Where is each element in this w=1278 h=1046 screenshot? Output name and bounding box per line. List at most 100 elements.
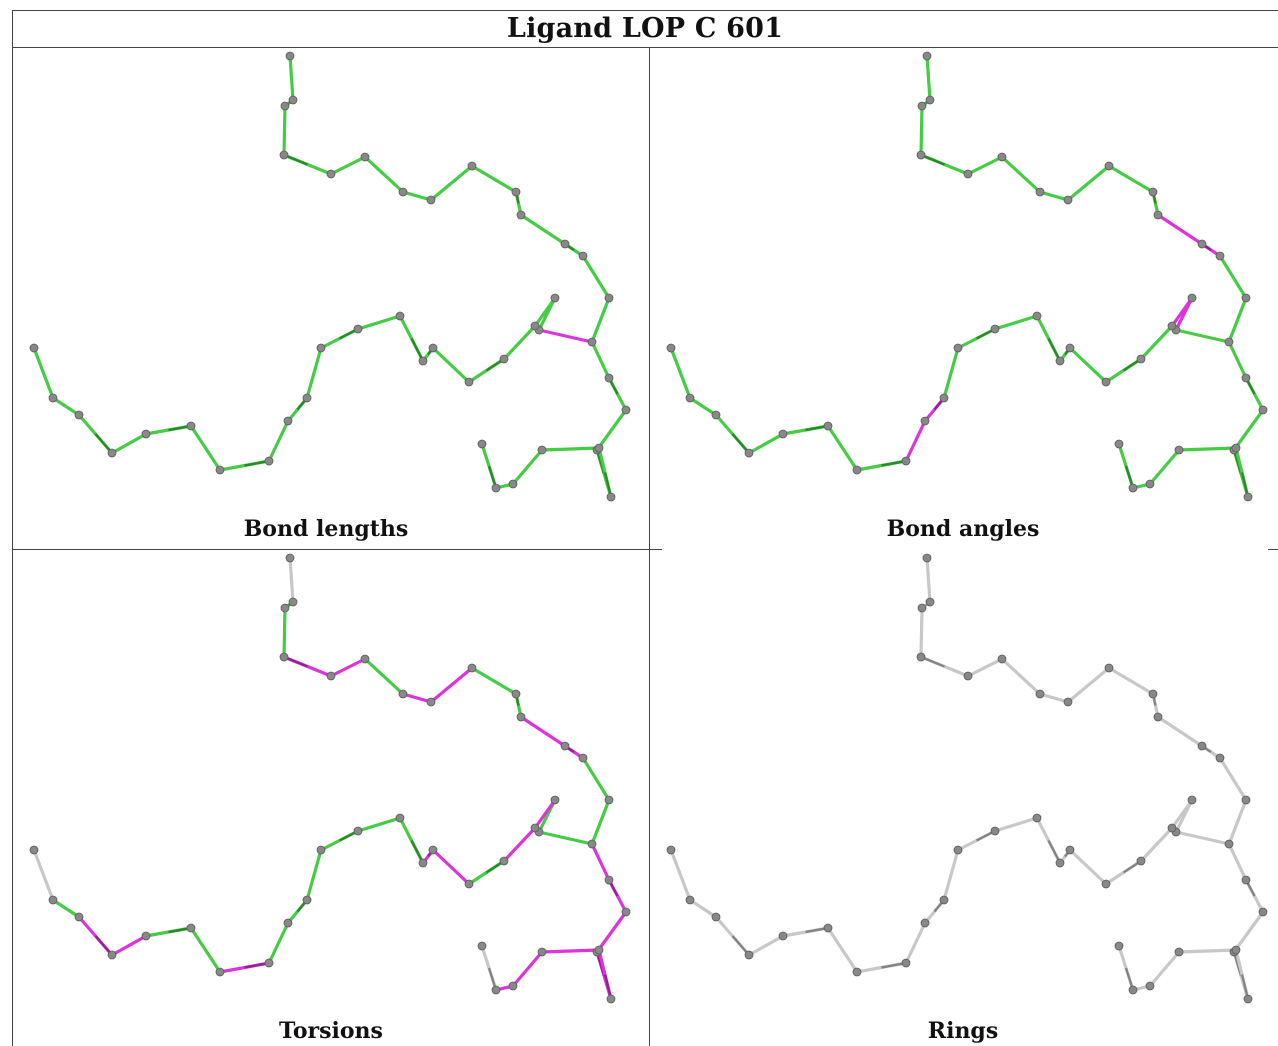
bond — [286, 396, 309, 423]
atom — [1174, 947, 1184, 957]
atom — [1128, 483, 1138, 493]
atom — [215, 465, 225, 475]
bond — [282, 606, 287, 659]
bond — [904, 921, 927, 965]
bond — [993, 314, 1039, 331]
atom — [990, 324, 1000, 334]
bond — [714, 413, 751, 455]
bond — [540, 446, 601, 452]
bond — [925, 556, 932, 604]
atom — [621, 907, 631, 917]
atom — [587, 839, 597, 849]
bond — [1232, 910, 1265, 954]
atom — [604, 795, 614, 805]
atom — [499, 354, 509, 364]
atom — [953, 845, 963, 855]
bond — [1170, 296, 1194, 328]
caption-torsions: Torsions — [279, 1018, 383, 1044]
bond — [401, 692, 433, 704]
bond — [282, 153, 333, 176]
bond — [470, 164, 518, 194]
bond — [1177, 446, 1238, 452]
atom — [997, 654, 1007, 664]
atom — [939, 895, 949, 905]
bond — [1104, 859, 1143, 886]
atom — [685, 895, 695, 905]
molecule-bond-lengths — [29, 51, 631, 502]
bond — [218, 961, 271, 974]
bond — [218, 459, 271, 472]
atom — [1104, 161, 1114, 171]
atom — [398, 689, 408, 699]
atom — [279, 652, 289, 662]
atom — [560, 239, 570, 249]
atom — [464, 879, 474, 889]
bond — [537, 328, 594, 344]
bond — [319, 829, 360, 852]
atom — [418, 858, 428, 868]
atom — [1114, 941, 1124, 951]
bond — [267, 921, 290, 965]
atom — [1241, 293, 1251, 303]
bond — [919, 153, 970, 176]
bond — [688, 898, 718, 919]
atom — [925, 597, 935, 607]
bond — [398, 816, 425, 865]
atom — [1101, 879, 1111, 889]
bond — [1066, 666, 1111, 704]
row-divider-left — [12, 549, 637, 550]
atom — [316, 343, 326, 353]
bond — [502, 826, 537, 863]
bond — [467, 859, 506, 886]
bond — [607, 376, 628, 412]
atom — [29, 343, 39, 353]
atom — [353, 826, 363, 836]
bond — [286, 898, 309, 925]
atom — [1145, 479, 1155, 489]
bond — [32, 848, 55, 902]
bond — [1170, 798, 1194, 830]
bond — [966, 155, 1004, 176]
atom — [1136, 354, 1146, 364]
atom — [560, 741, 570, 751]
bond — [267, 419, 290, 463]
atom — [1258, 907, 1268, 917]
bond — [1035, 816, 1062, 865]
atom — [925, 95, 935, 105]
atom — [280, 101, 290, 111]
atom — [74, 912, 84, 922]
atom — [1032, 311, 1042, 321]
bond — [511, 448, 544, 486]
bond — [51, 898, 81, 919]
bond — [1232, 408, 1265, 452]
bond — [1227, 340, 1248, 380]
bond — [467, 357, 506, 384]
row-divider-tail — [1268, 549, 1278, 550]
atom — [1187, 293, 1197, 303]
atom — [1241, 373, 1251, 383]
bond — [363, 657, 405, 696]
atom — [604, 293, 614, 303]
bond — [919, 606, 924, 659]
bond — [305, 848, 323, 902]
atom — [1148, 689, 1158, 699]
atom — [426, 195, 436, 205]
middle-divider — [649, 47, 650, 1046]
bond — [398, 314, 425, 363]
atom — [360, 654, 370, 664]
bond — [826, 926, 859, 974]
atom — [852, 465, 862, 475]
bond — [329, 657, 367, 678]
atom — [852, 967, 862, 977]
bond — [511, 950, 544, 988]
atom — [302, 895, 312, 905]
bond — [77, 413, 114, 455]
atom — [398, 187, 408, 197]
bond — [32, 346, 55, 400]
atom — [1055, 858, 1065, 868]
bond — [1244, 376, 1265, 412]
bond — [282, 104, 287, 157]
bond — [329, 155, 367, 176]
bond — [1218, 756, 1248, 802]
